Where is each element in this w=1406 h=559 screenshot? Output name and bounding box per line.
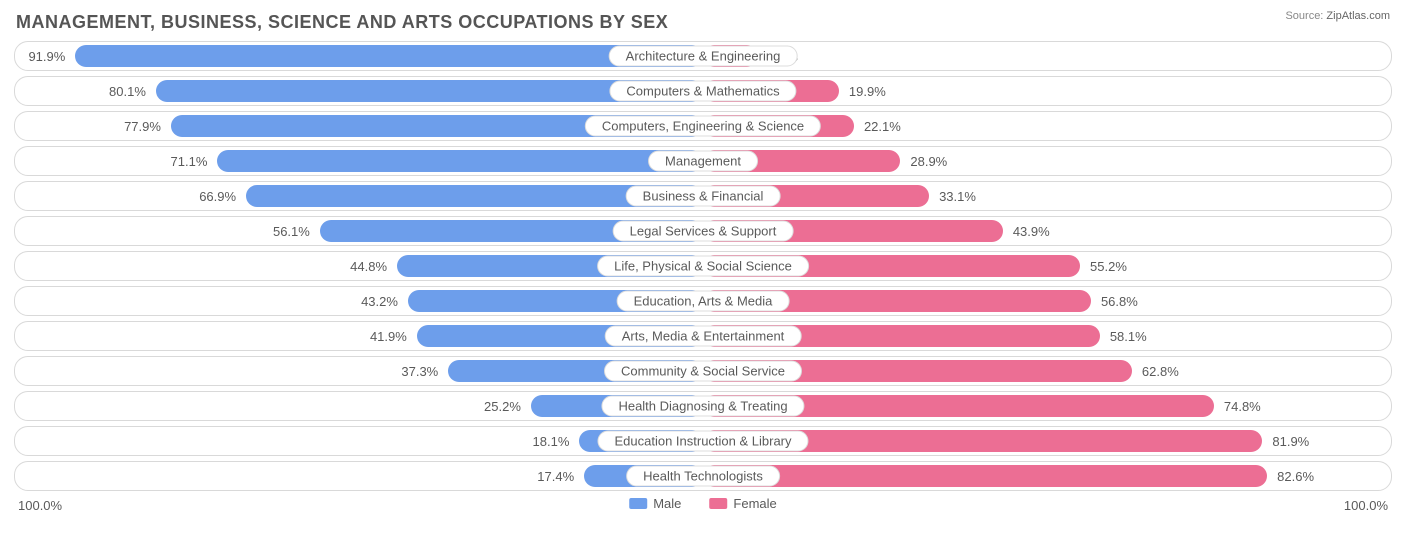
female-value-label: 22.1% [854, 112, 901, 140]
male-bar [217, 150, 703, 172]
swatch-male [629, 498, 647, 509]
male-value-label: 18.1% [533, 427, 580, 455]
category-label: Life, Physical & Social Science [597, 256, 809, 277]
male-value-label: 80.1% [109, 77, 156, 105]
female-value-label: 56.8% [1091, 287, 1138, 315]
category-label: Management [648, 151, 758, 172]
chart-row: 80.1% 19.9% Computers & Mathematics [14, 76, 1392, 106]
chart-row: 56.1% 43.9% Legal Services & Support [14, 216, 1392, 246]
chart-row: 71.1% 28.9% Management [14, 146, 1392, 176]
chart-row: 17.4% 82.6% Health Technologists [14, 461, 1392, 491]
male-value-label: 91.9% [28, 42, 75, 70]
female-value-label: 55.2% [1080, 252, 1127, 280]
male-value-label: 25.2% [484, 392, 531, 420]
swatch-female [709, 498, 727, 509]
male-value-label: 43.2% [361, 287, 408, 315]
female-value-label: 19.9% [839, 77, 886, 105]
male-value-label: 77.9% [124, 112, 171, 140]
male-value-label: 66.9% [199, 182, 246, 210]
chart-row: 43.2% 56.8% Education, Arts & Media [14, 286, 1392, 316]
chart-row: 18.1% 81.9% Education Instruction & Librar… [14, 426, 1392, 456]
chart-title: MANAGEMENT, BUSINESS, SCIENCE AND ARTS O… [16, 12, 1392, 33]
category-label: Education Instruction & Library [597, 431, 808, 452]
chart-rows: 91.9%8.1%Architecture & Engineering 80.1%… [14, 41, 1392, 491]
legend-item-male: Male [629, 496, 681, 511]
female-value-label: 74.8% [1214, 392, 1261, 420]
category-label: Community & Social Service [604, 361, 802, 382]
category-label: Education, Arts & Media [617, 291, 790, 312]
category-label: Computers & Mathematics [609, 81, 796, 102]
legend-male-label: Male [653, 496, 681, 511]
category-label: Computers, Engineering & Science [585, 116, 821, 137]
category-label: Arts, Media & Entertainment [605, 326, 802, 347]
axis-right-label: 100.0% [1344, 498, 1388, 513]
male-value-label: 71.1% [171, 147, 218, 175]
category-label: Health Diagnosing & Treating [601, 396, 804, 417]
female-value-label: 43.9% [1003, 217, 1050, 245]
chart-row: 41.9% 58.1% Arts, Media & Entertainment [14, 321, 1392, 351]
axis-left-label: 100.0% [18, 498, 62, 513]
female-value-label: 33.1% [929, 182, 976, 210]
legend: Male Female [629, 496, 777, 511]
male-value-label: 44.8% [350, 252, 397, 280]
chart-row: 91.9%8.1%Architecture & Engineering [14, 41, 1392, 71]
legend-female-label: Female [733, 496, 776, 511]
legend-item-female: Female [709, 496, 776, 511]
female-value-label: 58.1% [1100, 322, 1147, 350]
female-value-label: 62.8% [1132, 357, 1179, 385]
source-name: ZipAtlas.com [1326, 10, 1390, 22]
source-attribution: Source: ZipAtlas.com [1285, 10, 1390, 22]
male-value-label: 37.3% [401, 357, 448, 385]
male-value-label: 17.4% [537, 462, 584, 490]
chart-container: MANAGEMENT, BUSINESS, SCIENCE AND ARTS O… [0, 0, 1406, 528]
female-value-label: 82.6% [1267, 462, 1314, 490]
female-bar [703, 465, 1267, 487]
chart-row: 37.3% 62.8% Community & Social Service [14, 356, 1392, 386]
female-value-label: 81.9% [1262, 427, 1309, 455]
female-value-label: 28.9% [900, 147, 947, 175]
category-label: Legal Services & Support [613, 221, 794, 242]
chart-axis: 100.0% 100.0% Male Female [14, 496, 1392, 522]
chart-row: 66.9% 33.1% Business & Financial [14, 181, 1392, 211]
male-value-label: 41.9% [370, 322, 417, 350]
category-label: Health Technologists [626, 466, 780, 487]
source-prefix: Source: [1285, 10, 1326, 22]
category-label: Architecture & Engineering [609, 46, 798, 67]
chart-row: 25.2% 74.8% Health Diagnosing & Treating [14, 391, 1392, 421]
male-value-label: 56.1% [273, 217, 320, 245]
chart-row: 44.8% 55.2% Life, Physical & Social Scienc… [14, 251, 1392, 281]
chart-row: 77.9% 22.1% Computers, Engineering & Scien… [14, 111, 1392, 141]
category-label: Business & Financial [626, 186, 781, 207]
